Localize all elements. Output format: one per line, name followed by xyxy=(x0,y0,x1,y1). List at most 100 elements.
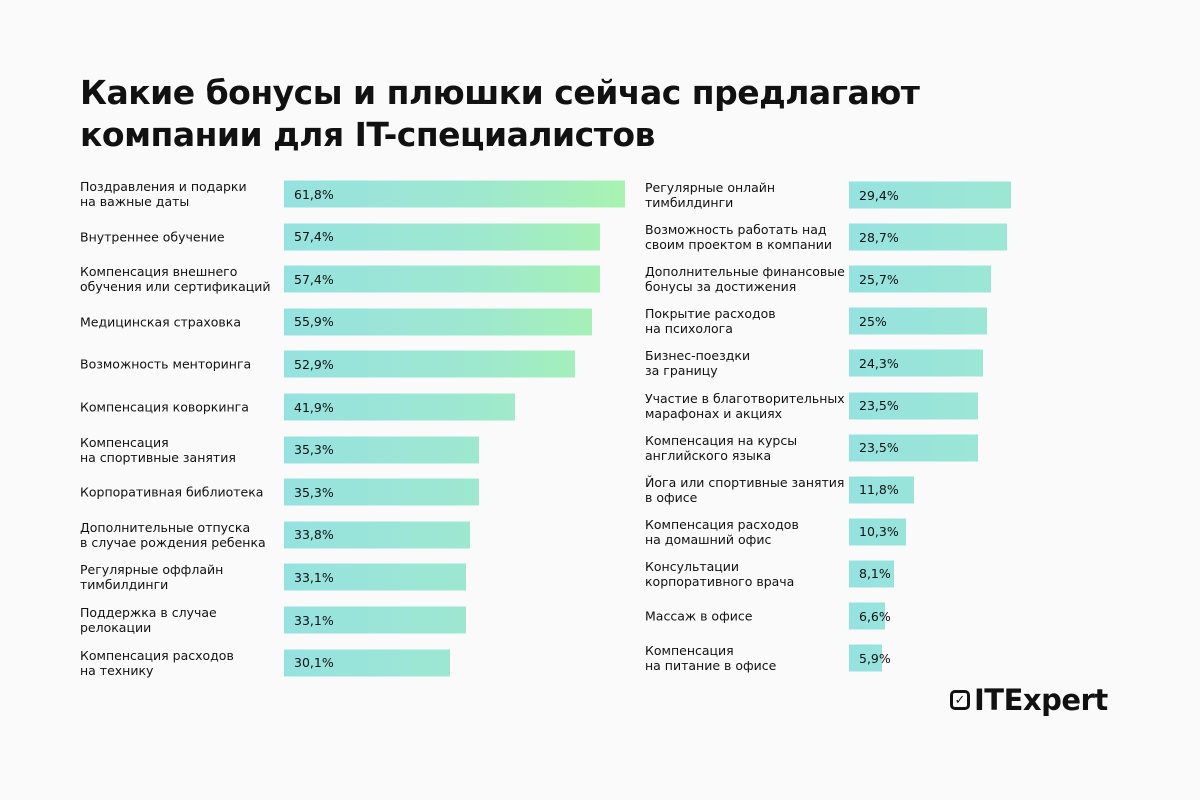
chart-row: Поддержка в случае релокации 33,1% xyxy=(80,599,640,641)
bar: 35,3% xyxy=(284,436,479,464)
category-label: Дополнительные отпуска в случае рождения… xyxy=(80,519,266,550)
chart-row: Компенсация расходов на технику 30,1% xyxy=(80,642,640,684)
category-label: Консультации корпоративного врача xyxy=(645,558,795,589)
logo: ✓ ITExpert xyxy=(950,683,1108,717)
data-label: 24,3% xyxy=(859,355,899,371)
data-label: 10,3% xyxy=(859,524,899,540)
chart-row: Бизнес-поездки за границу 24,3% xyxy=(645,342,1200,384)
category-label: Компенсация на спортивные занятия xyxy=(80,434,236,465)
data-label: 35,3% xyxy=(294,484,334,500)
category-label: Корпоративная библиотека xyxy=(80,484,264,500)
chart-row: Регулярные онлайн тимбилдинги 29,4% xyxy=(645,174,1200,216)
chart-row: Консультации корпоративного врача 8,1% xyxy=(645,553,1200,595)
data-label: 52,9% xyxy=(294,356,334,372)
bar: 52,9% xyxy=(284,350,576,378)
chart-row: Компенсация внешнего обучения или сертиф… xyxy=(80,258,640,300)
category-label: Компенсация на питание в офисе xyxy=(645,643,777,674)
category-label: Медицинская страховка xyxy=(80,314,241,330)
chart-row: Участие в благотворительных марафонах и … xyxy=(645,385,1200,427)
category-label: Регулярные онлайн тимбилдинги xyxy=(645,180,776,210)
bar: 10,3% xyxy=(849,518,906,546)
category-label: Массаж в офисе xyxy=(645,608,753,624)
bar: 25% xyxy=(849,307,987,335)
category-label: Участие в благотворительных марафонах и … xyxy=(645,390,845,421)
data-label: 11,8% xyxy=(859,482,899,498)
chart-row: Компенсация на питание в офисе 5,9% xyxy=(645,637,1200,679)
category-label: Возможность менторинга xyxy=(80,356,252,372)
bar: 8,1% xyxy=(849,560,894,588)
data-label: 57,4% xyxy=(294,271,334,287)
bar: 33,1% xyxy=(284,563,467,591)
chart-row: Корпоративная библиотека 35,3% xyxy=(80,471,640,513)
data-label: 25% xyxy=(859,313,887,329)
bar: 24,3% xyxy=(849,349,983,377)
bar: 55,9% xyxy=(284,308,592,336)
bar: 35,3% xyxy=(284,478,479,506)
bar: 11,8% xyxy=(849,476,915,504)
data-label: 30,1% xyxy=(294,655,334,671)
chart-row: Компенсация на спортивные занятия 35,3% xyxy=(80,429,640,471)
category-label: Поздравления и подарки на важные даты xyxy=(80,179,247,209)
chart-row: Регулярные оффлайн тимбилдинги 33,1% xyxy=(80,556,640,598)
category-label: Внутреннее обучение xyxy=(80,229,225,245)
bar: 30,1% xyxy=(284,649,450,677)
chart-row: Компенсация коворкинга 41,9% xyxy=(80,386,640,428)
data-label: 33,8% xyxy=(294,527,334,543)
bar: 57,4% xyxy=(284,265,601,293)
data-label: 33,1% xyxy=(294,612,334,628)
chart-row: Компенсация расходов на домашний офис 10,… xyxy=(645,511,1200,553)
data-label: 25,7% xyxy=(859,271,899,287)
data-label: 28,7% xyxy=(859,229,899,245)
bar: 33,1% xyxy=(284,606,467,634)
bar: 6,6% xyxy=(849,602,891,630)
chart-row: Медицинская страховка 55,9% xyxy=(80,301,640,343)
data-label: 8,1% xyxy=(859,566,891,582)
bar: 57,4% xyxy=(284,223,601,251)
category-label: Йога или спортивные занятия в офисе xyxy=(645,474,845,505)
chart-row: Компенсация на курсы английского языка 23… xyxy=(645,427,1200,469)
category-label: Возможность работать над своим проектом … xyxy=(645,222,832,253)
data-label: 6,6% xyxy=(859,608,891,624)
category-label: Поддержка в случае релокации xyxy=(80,605,217,635)
category-label: Регулярные оффлайн тимбилдинги xyxy=(80,562,224,593)
category-label: Компенсация расходов на технику xyxy=(80,647,234,678)
chart-row: Дополнительные финансовые бонусы за дост… xyxy=(645,258,1200,300)
category-label: Компенсация на курсы английского языка xyxy=(645,432,798,463)
logo-text: ITExpert xyxy=(974,683,1108,717)
category-label: Компенсация коворкинга xyxy=(80,399,249,415)
data-label: 29,4% xyxy=(859,187,899,203)
chart-row: Возможность менторинга 52,9% xyxy=(80,343,640,385)
chart-row: Внутреннее обучение 57,4% xyxy=(80,216,640,258)
chart-row: Возможность работать над своим проектом … xyxy=(645,216,1200,258)
checkbox-icon: ✓ xyxy=(950,690,970,710)
page-title: Какие бонусы и плюшки сейчас предлагают … xyxy=(80,73,920,154)
data-label: 23,5% xyxy=(859,440,899,456)
data-label: 57,4% xyxy=(294,229,334,245)
bar: 23,5% xyxy=(849,392,979,419)
data-label: 35,3% xyxy=(294,442,334,458)
chart-row: Массаж в офисе 6,6% xyxy=(645,595,1200,637)
bar: 23,5% xyxy=(849,434,979,462)
data-label: 41,9% xyxy=(294,399,334,415)
bar: 25,7% xyxy=(849,265,991,293)
chart-row: Дополнительные отпуска в случае рождения… xyxy=(80,514,640,556)
bar: 61,8% xyxy=(284,180,625,208)
chart-row: Йога или спортивные занятия в офисе 11,8% xyxy=(645,469,1200,511)
data-label: 23,5% xyxy=(859,398,899,413)
bar: 28,7% xyxy=(849,223,1008,251)
data-label: 55,9% xyxy=(294,314,334,330)
bar: 29,4% xyxy=(849,181,1011,209)
category-label: Бизнес-поездки за границу xyxy=(645,348,751,379)
chart-row: Покрытие расходов на психолога 25% xyxy=(645,300,1200,342)
category-label: Покрытие расходов на психолога xyxy=(645,306,776,337)
category-label: Дополнительные финансовые бонусы за дост… xyxy=(645,264,845,295)
category-label: Компенсация внешнего обучения или сертиф… xyxy=(80,264,271,295)
category-label: Компенсация расходов на домашний офис xyxy=(645,516,799,547)
data-label: 5,9% xyxy=(859,650,891,666)
data-label: 33,1% xyxy=(294,569,334,585)
bar: 5,9% xyxy=(849,644,891,672)
chart-row: Поздравления и подарки на важные даты 61,… xyxy=(80,173,640,215)
data-label: 61,8% xyxy=(294,186,334,202)
bar: 33,8% xyxy=(284,521,471,549)
bar: 41,9% xyxy=(284,393,515,421)
